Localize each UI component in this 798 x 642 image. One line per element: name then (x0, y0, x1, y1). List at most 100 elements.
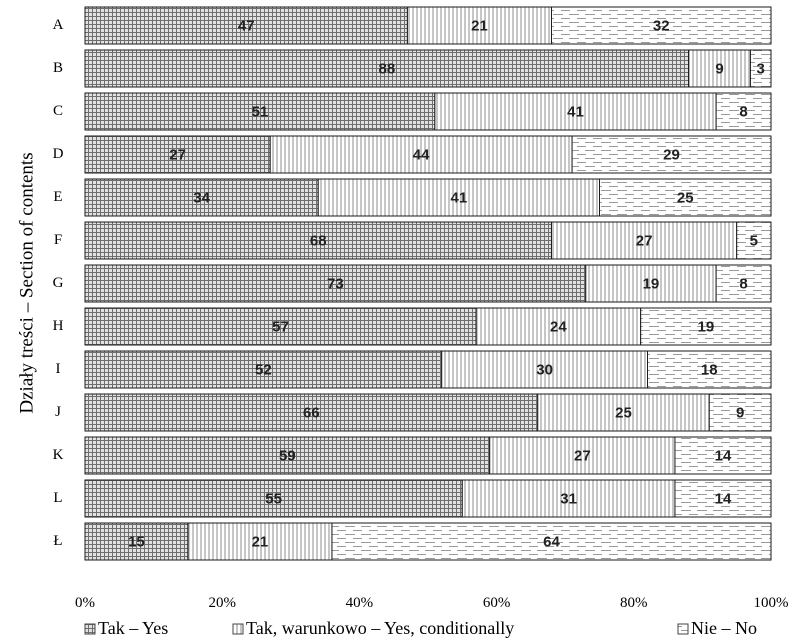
value-label-conditionally: 21 (252, 533, 269, 550)
value-label-no: 3 (757, 60, 765, 77)
bar-segment-no (640, 307, 772, 346)
value-label-no: 19 (697, 318, 714, 335)
bar-segment-no (715, 92, 772, 131)
bar-segment-conditionally (550, 221, 738, 260)
bar-segment-no (331, 522, 772, 561)
bar-segment-yes (84, 135, 271, 174)
bar-segment-yes (84, 6, 408, 45)
value-label-conditionally: 31 (560, 490, 577, 507)
bar-segment-yes (84, 479, 463, 518)
value-label-conditionally: 25 (615, 404, 632, 421)
x-tick-label: 80% (620, 595, 648, 611)
value-label-no: 14 (715, 447, 732, 464)
category-label: I (56, 361, 61, 377)
value-label-no: 14 (715, 490, 732, 507)
legend-swatch-conditionally (232, 623, 244, 635)
value-label-conditionally: 27 (574, 447, 591, 464)
legend-swatch-no (677, 623, 689, 635)
bar-segment-conditionally (434, 92, 717, 131)
bar-segment-yes (84, 307, 477, 346)
value-label-no: 18 (701, 361, 718, 378)
x-tick-label: 60% (483, 595, 511, 611)
bar-segment-conditionally (187, 522, 333, 561)
bar-segment-conditionally (269, 135, 573, 174)
value-label-yes: 51 (252, 103, 269, 120)
value-label-conditionally: 27 (636, 232, 653, 249)
bar-segment-no (708, 393, 772, 432)
bar-segment-no (674, 479, 772, 518)
bar-segment-conditionally (475, 307, 642, 346)
category-label: A (53, 17, 64, 33)
value-label-conditionally: 41 (451, 189, 468, 206)
category-label: C (53, 103, 63, 119)
value-label-no: 64 (543, 533, 560, 550)
value-label-no: 32 (653, 17, 670, 34)
category-label: F (54, 232, 62, 248)
bar-segment-yes (84, 350, 443, 389)
value-label-yes: 47 (238, 17, 255, 34)
bar-segment-no (674, 436, 772, 475)
value-label-conditionally: 24 (550, 318, 567, 335)
bar-segment-no (571, 135, 772, 174)
legend-label-yes: Tak – Yes (98, 618, 168, 638)
value-label-conditionally: 9 (715, 60, 723, 77)
bar-segment-no (715, 264, 772, 303)
category-label: H (53, 318, 64, 334)
bar-segment-no (599, 178, 772, 217)
legend: Tak – Yes Tak, warunkowo – Yes, conditio… (84, 618, 757, 638)
value-label-no: 25 (677, 189, 694, 206)
category-label: D (53, 146, 64, 162)
bar-segment-yes (84, 178, 319, 217)
value-label-conditionally: 19 (643, 275, 660, 292)
bar-segment-yes (84, 221, 552, 260)
category-label: L (53, 490, 62, 506)
bar-segment-conditionally (489, 436, 676, 475)
bar-segment-no (550, 6, 772, 45)
value-label-yes: 59 (279, 447, 296, 464)
y-axis-title: Działy treści – Section of contents (16, 152, 37, 413)
value-label-yes: 52 (255, 361, 272, 378)
legend-item-conditionally: Tak, warunkowo – Yes, conditionally (232, 618, 514, 638)
value-label-yes: 88 (378, 60, 395, 77)
legend-label-conditionally: Tak, warunkowo – Yes, conditionally (246, 618, 514, 638)
legend-swatch-yes (84, 623, 96, 635)
value-label-yes: 27 (169, 146, 186, 163)
category-label: B (53, 60, 63, 76)
bar-segment-no (647, 350, 772, 389)
value-label-no: 8 (739, 103, 747, 120)
value-label-no: 29 (663, 146, 680, 163)
value-label-conditionally: 21 (471, 17, 488, 34)
bar-segment-conditionally (688, 49, 751, 88)
x-tick-label: 100% (754, 595, 789, 611)
legend-item-no: Nie – No (677, 618, 757, 638)
value-label-conditionally: 41 (567, 103, 584, 120)
category-label: Ł (53, 533, 62, 549)
x-tick-label: 20% (208, 595, 236, 611)
bar-segment-yes (84, 49, 690, 88)
bar-segment-yes (84, 92, 436, 131)
category-label: J (55, 404, 61, 420)
bar-segment-no (749, 49, 772, 88)
x-tick-label: 0% (75, 595, 95, 611)
bar-segment-conditionally (441, 350, 649, 389)
category-label: G (53, 275, 64, 291)
category-labels: A B C D E F G H I J K L Ł (53, 17, 64, 549)
value-label-yes: 73 (327, 275, 344, 292)
category-label: K (53, 447, 64, 463)
bars-layer: 47 21 32 88 9 3 51 41 8 27 44 29 34 41 25 68 27 5 73 19 8 57 2… (84, 6, 772, 561)
bar-segment-conditionally (317, 178, 600, 217)
value-label-conditionally: 44 (413, 146, 430, 163)
bar-segment-yes (84, 264, 587, 303)
value-label-yes: 66 (303, 404, 320, 421)
bar-segment-conditionally (585, 264, 717, 303)
bar-segment-yes (84, 436, 491, 475)
value-label-no: 5 (750, 232, 758, 249)
category-label: E (53, 189, 62, 205)
bar-segment-conditionally (406, 6, 552, 45)
value-label-yes: 57 (272, 318, 289, 335)
value-label-no: 8 (739, 275, 747, 292)
value-label-no: 9 (736, 404, 744, 421)
legend-label-no: Nie – No (691, 618, 757, 638)
legend-item-yes: Tak – Yes (84, 618, 168, 638)
